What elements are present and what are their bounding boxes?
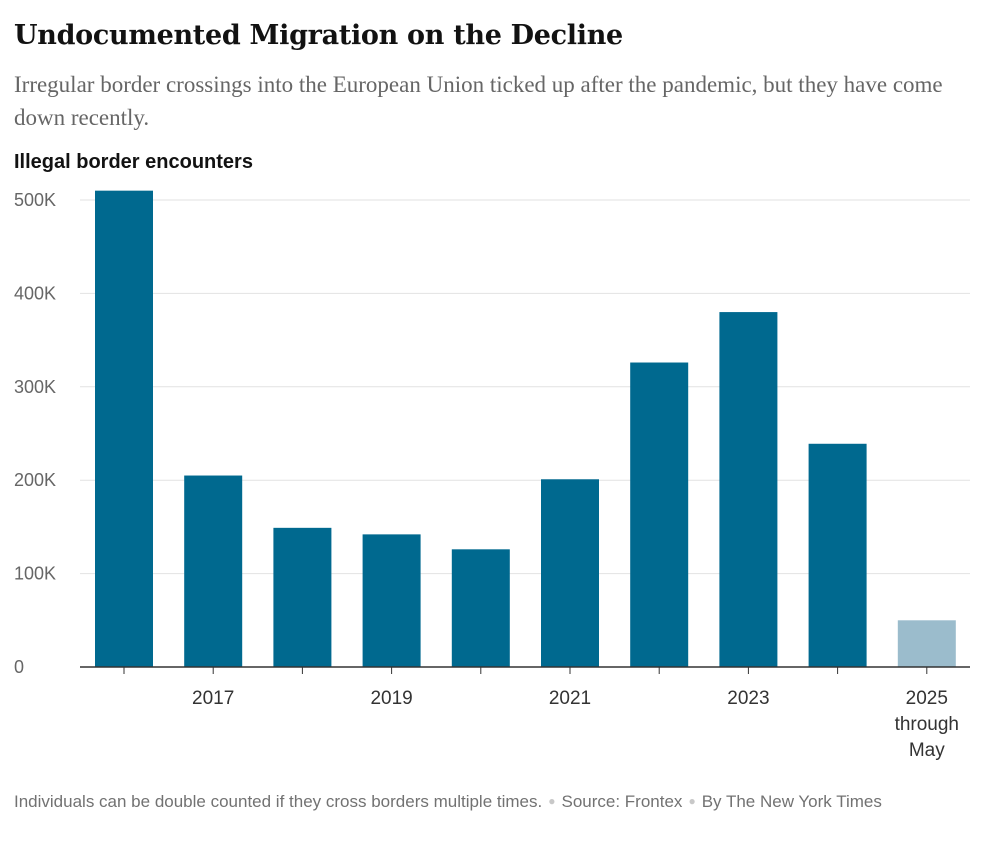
y-axis-tick-labels: 0 100K 200K 300K 400K 500K xyxy=(14,190,56,677)
bar xyxy=(630,362,689,667)
chart-subtitle: Irregular border crossings into the Euro… xyxy=(14,72,943,130)
x-tick-label-line: May xyxy=(909,740,945,761)
x-tick-label: 2021 xyxy=(549,688,591,709)
y-tick-label: 300K xyxy=(14,377,56,397)
x-tick-label-line: through xyxy=(895,714,959,735)
bar xyxy=(95,190,153,667)
bars xyxy=(95,190,956,667)
footer: Individuals can be double counted if the… xyxy=(14,787,974,816)
bar xyxy=(184,475,243,667)
bar xyxy=(719,312,778,667)
x-axis-tick-labels: 2017 2019 2021 2023 2025 through May xyxy=(192,688,959,761)
bar xyxy=(362,534,421,667)
x-axis xyxy=(80,666,970,674)
y-tick-label: 400K xyxy=(14,283,56,303)
footer-separator: ● xyxy=(688,794,696,808)
y-tick-label: 200K xyxy=(14,470,56,490)
y-axis-title: Illegal border encounters xyxy=(14,151,253,173)
x-tick-label-line: 2021 xyxy=(549,688,591,709)
y-tick-label: 100K xyxy=(14,564,56,584)
footer-note: Individuals can be double counted if the… xyxy=(14,792,543,811)
x-tick-label-line: 2023 xyxy=(727,688,769,709)
bar xyxy=(541,479,599,667)
chart-title: Undocumented Migration on the Decline xyxy=(14,20,623,51)
x-tick-label: 2019 xyxy=(370,688,412,709)
footer-separator: ● xyxy=(548,794,556,808)
y-tick-label: 0 xyxy=(14,657,24,677)
x-tick-label: 2023 xyxy=(727,688,769,709)
bar xyxy=(808,443,867,667)
bar xyxy=(273,527,332,667)
bar xyxy=(897,620,956,667)
x-tick-label: 2017 xyxy=(192,688,234,709)
bar xyxy=(451,549,510,667)
y-tick-label: 500K xyxy=(14,190,56,210)
x-tick-label-line: 2019 xyxy=(370,688,412,709)
x-tick-label-line: 2025 xyxy=(906,688,948,709)
x-tick-label: 2025 through May xyxy=(895,688,959,761)
footer-source: Source: Frontex xyxy=(561,792,683,811)
footer-credit: By The New York Times xyxy=(701,792,882,811)
x-tick-label-line: 2017 xyxy=(192,688,234,709)
